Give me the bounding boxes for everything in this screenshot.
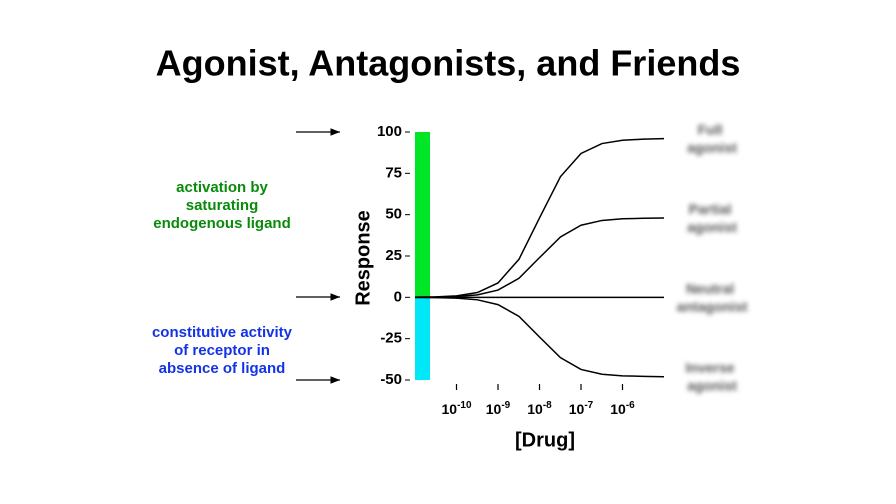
x-tick-label: 10-9: [486, 400, 511, 417]
x-axis-label: [Drug]: [515, 429, 575, 451]
annotation: of receptor in: [174, 342, 270, 359]
response-band: [415, 297, 430, 380]
y-axis-label: Response: [352, 210, 374, 306]
annotation: saturating: [186, 197, 259, 214]
chart-title: Agonist, Antagonists, and Friends: [156, 43, 741, 84]
response-band: [415, 132, 430, 298]
legend-label: Inverse agonist: [686, 359, 739, 393]
legend-label: Full agonist: [687, 121, 737, 155]
legend-label: Partial agonist: [687, 201, 737, 235]
curve: [414, 217, 665, 299]
annotation: endogenous ligand: [153, 215, 291, 232]
annotation: constitutive activity: [152, 324, 293, 341]
y-tick-label: 100: [377, 123, 402, 140]
y-tick-label: 75: [385, 164, 402, 181]
annotation: activation by: [176, 179, 268, 196]
y-tick-label: 0: [394, 288, 402, 305]
x-tick-label: 10-8: [527, 400, 552, 417]
curve: [414, 137, 665, 298]
x-tick-label: 10-10: [441, 400, 471, 417]
y-tick-label: -25: [380, 330, 402, 347]
annotation: absence of ligand: [159, 360, 286, 377]
x-tick-label: 10-6: [610, 400, 635, 417]
x-tick-label: 10-7: [569, 400, 594, 417]
y-tick-label: 25: [385, 247, 402, 264]
legend-label: Neutral antagonist: [677, 280, 748, 314]
y-tick-label: 50: [385, 206, 402, 223]
curve: [414, 296, 665, 378]
y-tick-label: -50: [380, 371, 402, 388]
